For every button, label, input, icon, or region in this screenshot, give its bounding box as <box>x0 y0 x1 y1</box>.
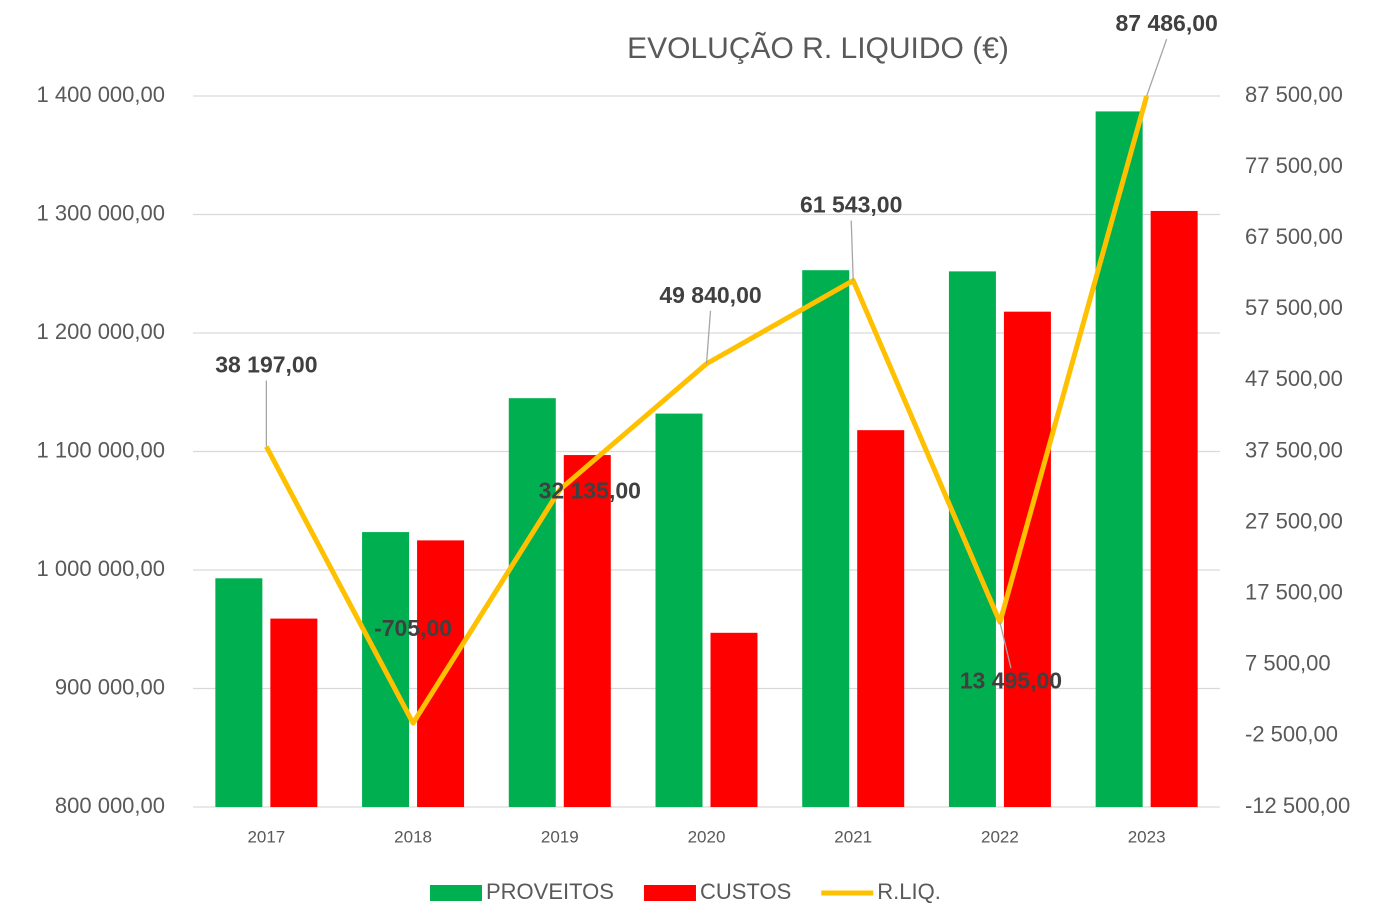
y-tick-label: 1 100 000,00 <box>37 437 165 462</box>
x-tick-label: 2023 <box>1128 827 1166 846</box>
x-tick-label: 2018 <box>394 827 432 846</box>
bar <box>710 632 758 807</box>
leader-line <box>705 310 712 364</box>
data-label: 61 543,00 <box>800 192 902 218</box>
y2-tick-label: 57 500,00 <box>1245 295 1343 320</box>
bar <box>1095 111 1143 807</box>
bar <box>215 578 263 807</box>
y-tick-label: 1 400 000,00 <box>37 82 165 107</box>
legend-label: PROVEITOS <box>486 879 614 904</box>
bar <box>948 271 996 807</box>
y2-tick-label: -2 500,00 <box>1245 722 1338 747</box>
chart-title: EVOLUÇÃO R. LIQUIDO (€) <box>627 31 1009 65</box>
leader-line <box>1146 38 1168 97</box>
y2-tick-label: 47 500,00 <box>1245 366 1343 391</box>
x-tick-label: 2020 <box>688 827 726 846</box>
legend-swatch <box>643 885 696 901</box>
leader-line <box>850 220 854 281</box>
x-tick-label: 2017 <box>247 827 285 846</box>
bar <box>655 413 703 807</box>
leader-line <box>999 622 1012 669</box>
bar <box>857 430 905 807</box>
data-label: 87 486,00 <box>1115 10 1217 36</box>
y2-tick-label: 17 500,00 <box>1245 580 1343 605</box>
x-tick-label: 2021 <box>834 827 872 846</box>
bar <box>270 618 318 807</box>
y-tick-label: 800 000,00 <box>55 793 165 818</box>
legend-label: CUSTOS <box>700 879 791 904</box>
y2-tick-label: 7 500,00 <box>1245 651 1331 676</box>
y2-tick-label: 27 500,00 <box>1245 508 1343 533</box>
bar <box>417 540 465 807</box>
y-tick-label: 1 300 000,00 <box>37 200 165 225</box>
data-label: 49 840,00 <box>659 282 761 308</box>
bar <box>563 455 611 807</box>
x-tick-label: 2019 <box>541 827 579 846</box>
data-label: 38 197,00 <box>215 352 317 378</box>
y2-tick-label: -12 500,00 <box>1245 793 1350 818</box>
bar <box>802 270 850 807</box>
y2-tick-label: 77 500,00 <box>1245 153 1343 178</box>
data-label: -705,00 <box>374 615 452 641</box>
data-label: 32 135,00 <box>539 478 641 504</box>
x-tick-label: 2022 <box>981 827 1019 846</box>
y-tick-label: 900 000,00 <box>55 674 165 699</box>
y-tick-label: 1 000 000,00 <box>37 556 165 581</box>
bar <box>1150 210 1198 807</box>
legend-label: R.LIQ. <box>877 879 941 904</box>
y2-tick-label: 67 500,00 <box>1245 224 1343 249</box>
bar <box>1003 311 1051 807</box>
y2-tick-label: 37 500,00 <box>1245 437 1343 462</box>
data-label: 13 495,00 <box>960 667 1062 693</box>
legend-swatch <box>430 885 482 901</box>
y-tick-label: 1 200 000,00 <box>37 319 165 344</box>
bar <box>508 398 556 807</box>
y2-tick-label: 87 500,00 <box>1245 82 1343 107</box>
